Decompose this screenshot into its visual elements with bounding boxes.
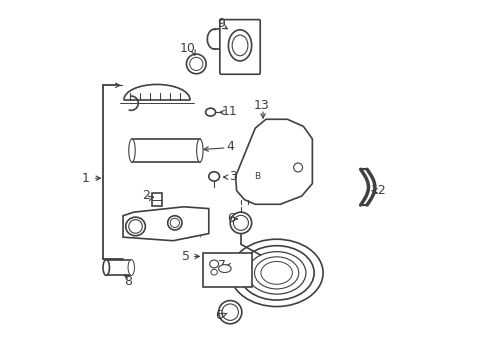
Ellipse shape (128, 220, 142, 233)
Text: 5: 5 (181, 250, 189, 263)
Ellipse shape (128, 139, 135, 162)
Text: 3: 3 (229, 170, 237, 183)
Text: 9: 9 (217, 17, 225, 30)
Polygon shape (235, 119, 312, 204)
Ellipse shape (125, 217, 145, 236)
Bar (203, 253, 251, 287)
Ellipse shape (230, 212, 251, 234)
Ellipse shape (196, 139, 203, 162)
Text: 6: 6 (215, 309, 223, 321)
Ellipse shape (208, 172, 219, 181)
Ellipse shape (170, 218, 179, 228)
Ellipse shape (189, 57, 203, 71)
FancyBboxPatch shape (220, 19, 260, 74)
Text: 12: 12 (370, 184, 386, 197)
Text: 10: 10 (180, 42, 196, 55)
Bar (106, 260, 131, 275)
Ellipse shape (209, 260, 218, 268)
Ellipse shape (128, 260, 134, 275)
Text: B: B (253, 172, 260, 181)
Text: 1: 1 (81, 172, 89, 185)
Ellipse shape (218, 265, 231, 273)
Ellipse shape (232, 35, 247, 56)
Ellipse shape (167, 216, 182, 230)
Ellipse shape (186, 54, 205, 74)
Ellipse shape (228, 30, 251, 61)
Ellipse shape (103, 260, 109, 275)
Text: 8: 8 (124, 275, 132, 288)
Ellipse shape (205, 108, 215, 116)
Text: 4: 4 (226, 140, 234, 153)
Text: 6: 6 (226, 212, 234, 225)
Text: 7: 7 (217, 259, 225, 272)
Bar (132, 139, 200, 162)
Ellipse shape (222, 304, 238, 320)
Text: 11: 11 (221, 105, 237, 118)
Ellipse shape (210, 269, 217, 275)
Polygon shape (123, 207, 208, 241)
Ellipse shape (293, 163, 302, 172)
Text: 2: 2 (142, 189, 150, 202)
Ellipse shape (233, 215, 248, 230)
Text: 13: 13 (253, 99, 269, 112)
Ellipse shape (218, 301, 242, 324)
